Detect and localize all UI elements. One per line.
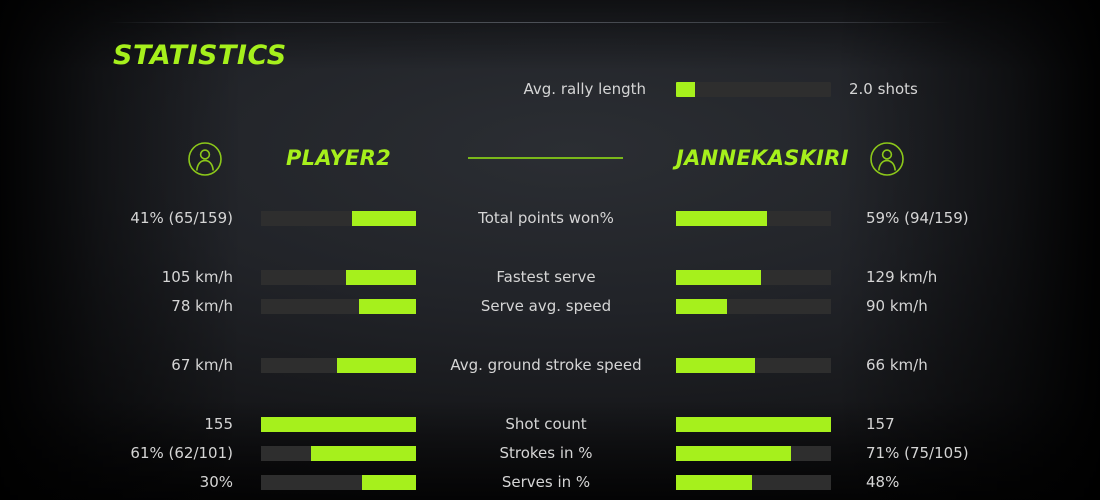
stat-left-fill [336, 358, 416, 373]
stat-row: 78 km/h Serve avg. speed 90 km/h [0, 293, 1100, 321]
stat-right-fill [676, 417, 831, 432]
stat-left-track [261, 475, 416, 490]
stat-left-value: 30% [199, 473, 233, 491]
stat-right-value: 90 km/h [866, 297, 928, 315]
player-name-right: JANNEKASKIRI [676, 146, 849, 170]
avg-rally-length-track [676, 82, 831, 97]
stat-left-track [261, 446, 416, 461]
stat-left-value: 61% (62/101) [130, 444, 233, 462]
avg-rally-length-label: Avg. rally length [523, 80, 646, 98]
stat-right-value: 59% (94/159) [866, 209, 969, 227]
stat-left-track [261, 270, 416, 285]
stat-left-value: 67 km/h [171, 356, 233, 374]
stat-label: Serve avg. speed [480, 297, 612, 315]
stat-label: Strokes in % [499, 444, 593, 462]
stat-right-value: 66 km/h [866, 356, 928, 374]
stat-right-value: 157 [866, 415, 895, 433]
stat-row: 41% (65/159) Total points won% 59% (94/159… [0, 205, 1100, 233]
stat-right-track [676, 475, 831, 490]
player-name-left: PLAYER2 [285, 146, 392, 170]
stat-right-value: 48% [866, 473, 900, 491]
players-header: PLAYER2 JANNEKASKIRI [0, 140, 1100, 180]
player-separator-line [468, 157, 623, 159]
page-title: STATISTICS [113, 40, 287, 71]
stat-right-fill [676, 446, 791, 461]
stat-right-fill [676, 299, 728, 314]
stat-left-fill [358, 299, 416, 314]
stat-left-fill [361, 475, 416, 490]
stat-right-track [676, 446, 831, 461]
stat-label: Fastest serve [496, 268, 596, 286]
stat-left-fill [261, 417, 416, 432]
stat-right-track [676, 417, 831, 432]
stat-right-track [676, 358, 831, 373]
stat-row: 155 Shot count 157 [0, 411, 1100, 439]
top-divider [108, 22, 953, 23]
avg-rally-length-row: Avg. rally length 2.0 shots [0, 78, 1100, 102]
user-avatar-icon [186, 140, 224, 178]
stat-row: 67 km/h Avg. ground stroke speed 66 km/h [0, 352, 1100, 380]
stat-row: 30% Serves in % 48% [0, 469, 1100, 497]
stat-left-fill [310, 446, 416, 461]
stat-right-track [676, 270, 831, 285]
stat-left-track [261, 417, 416, 432]
stat-right-value: 71% (75/105) [866, 444, 969, 462]
stat-left-track [261, 358, 416, 373]
stat-label: Total points won% [478, 209, 614, 227]
stat-right-value: 129 km/h [866, 268, 938, 286]
stat-right-fill [676, 270, 762, 285]
user-avatar-icon [868, 140, 906, 178]
stat-label: Shot count [505, 415, 587, 433]
stat-left-value: 41% (65/159) [130, 209, 233, 227]
stat-left-track [261, 299, 416, 314]
stat-left-value: 155 [204, 415, 233, 433]
avg-rally-length-fill [676, 82, 695, 97]
stat-right-track [676, 211, 831, 226]
avg-rally-length-value: 2.0 shots [849, 80, 918, 98]
stat-right-fill [676, 211, 768, 226]
stat-left-value: 78 km/h [171, 297, 233, 315]
stat-left-fill [352, 211, 416, 226]
stat-row: 61% (62/101) Strokes in % 71% (75/105) [0, 440, 1100, 468]
stat-label: Avg. ground stroke speed [450, 356, 642, 374]
stat-left-track [261, 211, 416, 226]
stat-label: Serves in % [501, 473, 591, 491]
stat-left-fill [346, 270, 416, 285]
stat-right-fill [676, 475, 752, 490]
stat-right-track [676, 299, 831, 314]
stat-row: 105 km/h Fastest serve 129 km/h [0, 264, 1100, 292]
stat-right-fill [676, 358, 756, 373]
stat-left-value: 105 km/h [161, 268, 233, 286]
